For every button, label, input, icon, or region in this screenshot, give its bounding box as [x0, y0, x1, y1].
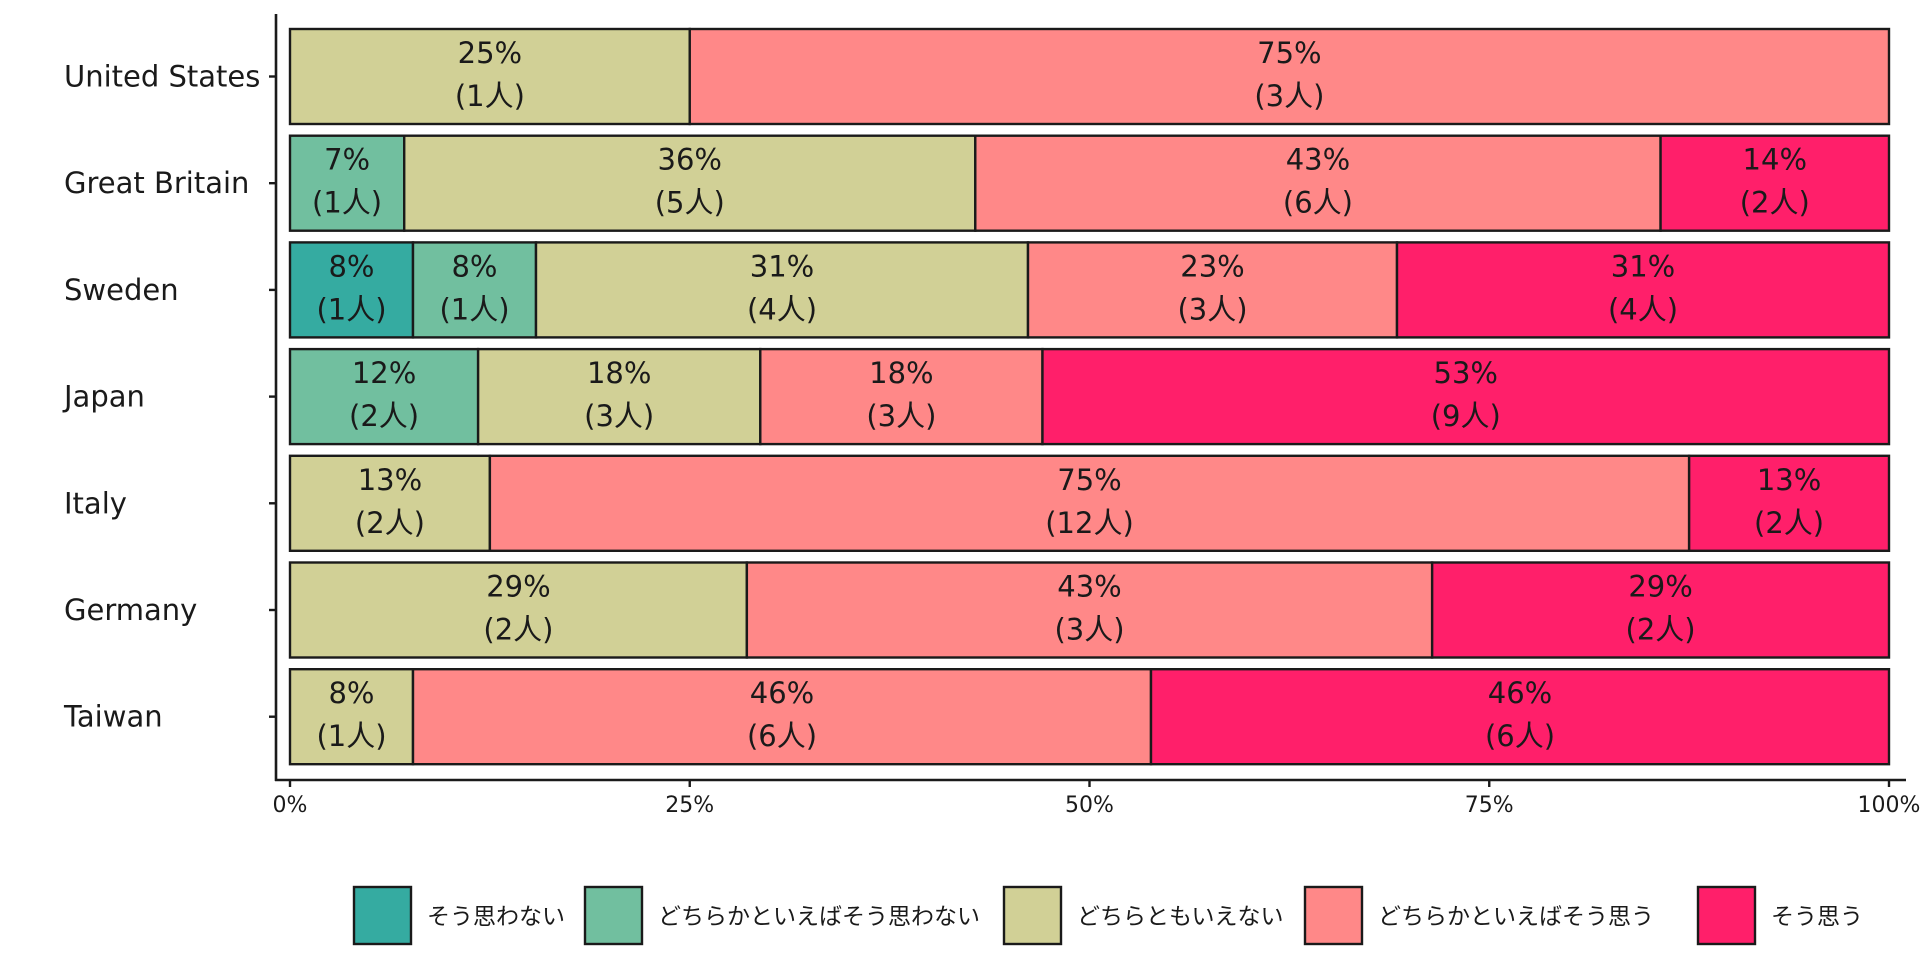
legend-key — [1303, 885, 1364, 946]
bar-segment — [288, 454, 492, 552]
segment-count-label: (1人) — [439, 292, 509, 326]
bar-segment — [288, 27, 691, 126]
bar-segment — [288, 561, 749, 659]
x-tick-label: 50% — [1065, 793, 1114, 818]
segment-count-label: (12人) — [1045, 506, 1134, 540]
category-label: Great Britain — [64, 166, 249, 200]
segment-count-label: (2人) — [483, 613, 553, 647]
legend-key — [583, 885, 644, 946]
legend-key — [352, 885, 413, 946]
segment-count-label: (5人) — [655, 186, 725, 220]
bar-segment — [1026, 241, 1399, 339]
segment-percent-label: 23% — [1180, 249, 1244, 283]
legend-label: どちらかといえばそう思う — [1378, 904, 1654, 930]
bar-segment — [1659, 134, 1891, 232]
legend-key — [1002, 885, 1063, 946]
segment-count-label: (2人) — [1754, 506, 1824, 540]
category-label: Taiwan — [63, 700, 163, 734]
axes-layer: United States Great Britain Sweden Japan Ita… — [62, 14, 1920, 818]
bar-segment — [745, 561, 1434, 659]
segment-percent-label: 8% — [451, 249, 497, 283]
x-tick-label: 75% — [1465, 793, 1514, 818]
bar-segment — [288, 134, 406, 232]
category-label: United States — [64, 60, 260, 94]
segment-percent-label: 36% — [658, 143, 722, 177]
segment-percent-label: 25% — [458, 36, 522, 70]
bar-segment — [403, 134, 977, 232]
segment-count-label: (1人) — [312, 186, 382, 220]
bar-segment — [288, 347, 480, 446]
legend-layer: そう思わない どちらかといえばそう思わない どちらともいえない どちらかといえばそう思… — [352, 885, 1863, 946]
bars-layer: 25% (1人) 75% (3人) 7% (1人) 36% (5人) 43% (6人) 14% (2人… — [288, 27, 1891, 766]
segment-count-label: (9人) — [1431, 399, 1501, 433]
segment-count-label: (3人) — [584, 399, 654, 433]
segment-percent-label: 53% — [1434, 356, 1498, 390]
category-label: Japan — [62, 380, 145, 414]
legend-label: どちらともいえない — [1077, 904, 1284, 930]
segment-percent-label: 31% — [1611, 249, 1675, 283]
x-tick-label: 100% — [1858, 793, 1920, 818]
segment-percent-label: 13% — [358, 463, 422, 497]
legend-label: どちらかといえばそう思わない — [658, 904, 980, 930]
bar-segment — [288, 241, 415, 339]
category-label: Sweden — [64, 273, 179, 307]
x-tick-label: 25% — [665, 793, 714, 818]
segment-percent-label: 8% — [328, 249, 374, 283]
segment-count-label: (3人) — [866, 399, 936, 433]
bar-segment — [759, 347, 1044, 446]
segment-percent-label: 46% — [750, 676, 814, 710]
x-tick-label: 0% — [273, 793, 308, 818]
segment-percent-label: 14% — [1743, 143, 1807, 177]
segment-percent-label: 46% — [1488, 676, 1552, 710]
bar-segment — [974, 134, 1662, 232]
segment-count-label: (3人) — [1054, 613, 1124, 647]
segment-count-label: (1人) — [455, 79, 525, 113]
segment-count-label: (2人) — [1740, 186, 1810, 220]
bar-segment — [288, 668, 415, 766]
category-label: Germany — [64, 593, 197, 627]
segment-count-label: (2人) — [355, 506, 425, 540]
bar-segment — [1395, 241, 1891, 339]
segment-percent-label: 13% — [1757, 463, 1821, 497]
segment-percent-label: 75% — [1257, 36, 1321, 70]
segment-percent-label: 43% — [1286, 143, 1350, 177]
segment-count-label: (4人) — [747, 292, 817, 326]
segment-percent-label: 7% — [324, 143, 370, 177]
bar-segment — [1041, 347, 1891, 446]
legend-key — [1696, 885, 1757, 946]
segment-percent-label: 31% — [750, 249, 814, 283]
segment-count-label: (6人) — [747, 719, 817, 753]
legend-label: そう思う — [1771, 904, 1863, 930]
segment-count-label: (4人) — [1608, 292, 1678, 326]
segment-count-label: (6人) — [1283, 186, 1353, 220]
segment-percent-label: 43% — [1057, 570, 1121, 604]
segment-percent-label: 8% — [328, 676, 374, 710]
segment-count-label: (2人) — [1626, 613, 1696, 647]
segment-percent-label: 29% — [1628, 570, 1692, 604]
segment-percent-label: 29% — [486, 570, 550, 604]
bar-segment — [1687, 454, 1891, 552]
bar-segment — [476, 347, 762, 446]
bar-segment — [1149, 668, 1891, 766]
bar-segment — [688, 27, 1891, 126]
bar-segment — [411, 241, 538, 339]
segment-percent-label: 18% — [869, 356, 933, 390]
segment-count-label: (3人) — [1177, 292, 1247, 326]
segment-count-label: (1人) — [316, 719, 386, 753]
bar-segment — [411, 668, 1153, 766]
legend-label: そう思わない — [427, 904, 565, 930]
segment-count-label: (2人) — [349, 399, 419, 433]
bar-segment — [1430, 561, 1891, 659]
category-label: Italy — [64, 486, 127, 520]
segment-percent-label: 75% — [1057, 463, 1121, 497]
bar-segment — [488, 454, 1691, 552]
segment-count-label: (1人) — [316, 292, 386, 326]
bar-segment — [534, 241, 1030, 339]
segment-percent-label: 18% — [587, 356, 651, 390]
segment-count-label: (6人) — [1485, 719, 1555, 753]
segment-count-label: (3人) — [1254, 79, 1324, 113]
segment-percent-label: 12% — [352, 356, 416, 390]
